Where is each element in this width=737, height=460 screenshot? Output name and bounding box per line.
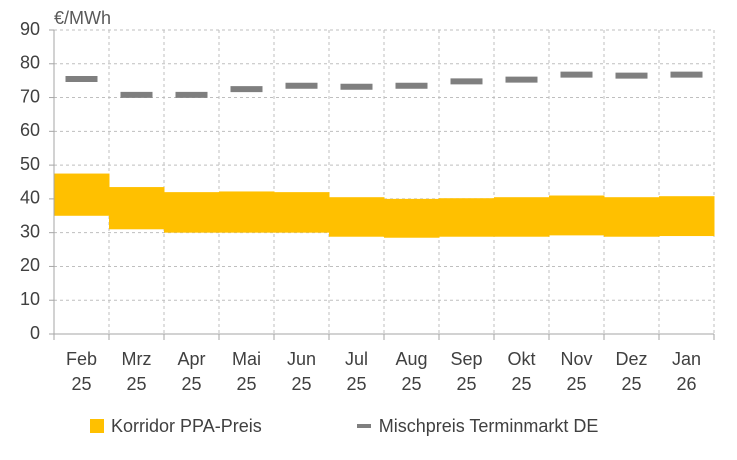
ppa-corridor-bar — [109, 187, 165, 230]
x-tick-label-month: Aug — [395, 349, 427, 369]
x-tick-label-year: 25 — [181, 374, 201, 394]
x-tick-label-month: Jul — [345, 349, 368, 369]
x-tick-label-year: 25 — [621, 374, 641, 394]
x-tick-label-month: Sep — [450, 349, 482, 369]
legend-item-ppa: Korridor PPA-Preis — [90, 416, 262, 437]
x-tick-label-year: 26 — [676, 374, 696, 394]
x-tick-label-month: Nov — [560, 349, 592, 369]
legend-swatch-terminmarkt — [356, 424, 371, 428]
x-tick-label-year: 25 — [401, 374, 421, 394]
ppa-corridor-bar — [384, 198, 440, 238]
legend-swatch-ppa — [90, 419, 104, 433]
ppa-corridor-bar — [439, 198, 495, 237]
ppa-corridor-bar — [219, 191, 275, 233]
legend-label-ppa: Korridor PPA-Preis — [111, 415, 262, 436]
legend-label-terminmarkt: Mischpreis Terminmarkt DE — [378, 415, 599, 436]
ppa-corridor-bar — [329, 197, 385, 237]
x-tick-label-year: 25 — [126, 374, 146, 394]
x-tick-label-month: Jun — [287, 349, 316, 369]
legend: Korridor PPA-Preis Mischpreis Terminmark… — [90, 408, 693, 444]
y-tick-label: 20 — [20, 255, 40, 275]
y-tick-label: 80 — [20, 53, 40, 73]
x-tick-label-year: 25 — [566, 374, 586, 394]
ppa-corridor-bar — [659, 196, 715, 237]
ppa-corridor-bar — [494, 197, 550, 237]
x-tick-label-month: Okt — [507, 349, 535, 369]
y-tick-label: 30 — [20, 221, 40, 241]
y-tick-label: 40 — [20, 188, 40, 208]
x-tick-label-year: 25 — [236, 374, 256, 394]
ppa-corridor-bar — [54, 173, 110, 216]
x-tick-label-year: 25 — [456, 374, 476, 394]
y-tick-label: 10 — [20, 289, 40, 309]
terminmarkt-series — [65, 71, 703, 98]
gridlines — [54, 29, 715, 334]
x-tick-label-year: 25 — [346, 374, 366, 394]
y-tick-label: 90 — [20, 19, 40, 39]
x-tick-label-month: Mai — [232, 349, 261, 369]
x-tick-label-month: Feb — [66, 349, 97, 369]
x-tick-label-year: 25 — [291, 374, 311, 394]
ppa-corridor-bar — [604, 197, 660, 237]
x-tick-label-month: Apr — [177, 349, 205, 369]
axes: 0 10 20 30 40 50 60 70 80 90 Feb 25 Mrz 25 Apr 25 Mai 25 J… — [20, 19, 715, 394]
ppa-corridor-bar — [549, 195, 605, 236]
y-tick-label: 50 — [20, 154, 40, 174]
y-axis-unit-label: €/MWh — [54, 8, 111, 28]
x-tick-label-month: Dez — [615, 349, 647, 369]
x-tick-label-year: 25 — [511, 374, 531, 394]
y-tick-label: 60 — [20, 120, 40, 140]
ppa-corridor-bar — [164, 192, 220, 233]
x-tick-label-year: 25 — [71, 374, 91, 394]
x-tick-label-month: Jan — [672, 349, 701, 369]
x-tick-label-month: Mrz — [122, 349, 152, 369]
chart-canvas: 0 10 20 30 40 50 60 70 80 90 Feb 25 Mrz 25 Apr 25 Mai 25 J… — [20, 8, 715, 394]
y-tick-label: 70 — [20, 86, 40, 106]
legend-item-terminmarkt: Mischpreis Terminmarkt DE — [356, 415, 599, 437]
ppa-corridor-bar — [274, 192, 330, 233]
y-tick-label: 0 — [30, 323, 40, 343]
ppa-corridor-series — [54, 173, 715, 238]
